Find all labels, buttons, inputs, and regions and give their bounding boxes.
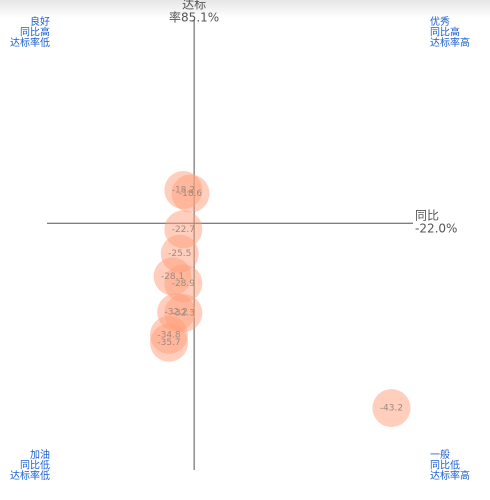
top-shade (0, 0, 490, 18)
quadrant-label: 达标率低 (10, 469, 50, 482)
y-ref-label: -22.0% (415, 222, 457, 236)
bubble (171, 174, 210, 213)
bubble (150, 323, 188, 362)
quadrant-label: 达标率高 (430, 469, 470, 482)
quadrant-label: 同比低 (430, 459, 460, 472)
quadrant-label: 达标率低 (10, 36, 50, 49)
quadrant-label: 同比低 (20, 459, 50, 472)
quadrant-label: 加油 (30, 448, 50, 461)
bubble (164, 264, 203, 303)
point-label: -18.6 (179, 189, 203, 199)
x-ref-title: 达标 (182, 0, 206, 12)
point-label: -18.2 (172, 186, 195, 196)
point-label: -34.8 (157, 330, 181, 340)
quadrant-label: 达标率高 (430, 36, 470, 49)
quadrant-label: 同比高 (20, 26, 50, 39)
x-ref-label: 率85.1% (169, 10, 219, 25)
point-label: -22.7 (172, 225, 195, 235)
bubble (372, 389, 411, 428)
quadrant-label: 同比高 (430, 26, 460, 39)
point-label: -35.7 (157, 338, 180, 348)
quadrant-label: 优秀 (430, 15, 450, 28)
point-label: -28.1 (161, 272, 184, 282)
quadrant-label: 一般 (430, 448, 450, 461)
y-ref-title: 同比 (415, 209, 439, 223)
quadrant-label: 良好 (30, 15, 50, 28)
point-label: -32.2 (165, 308, 188, 318)
point-label: -43.2 (380, 404, 403, 414)
point-label: -32.3 (172, 309, 195, 319)
point-label: -25.5 (168, 249, 191, 259)
point-label: -28.9 (172, 279, 196, 289)
